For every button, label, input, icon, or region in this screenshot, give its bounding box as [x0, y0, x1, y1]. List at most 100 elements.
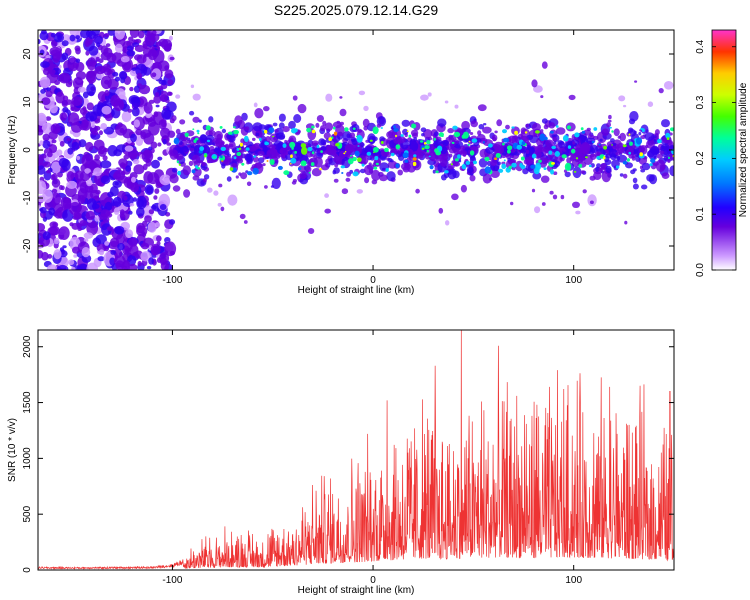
spectrogram-cell [380, 127, 383, 129]
spectrogram-cell [223, 150, 230, 156]
spectrogram-cell [278, 113, 286, 122]
spectrogram-cell [307, 147, 313, 152]
spectrogram-cell [38, 223, 46, 232]
spectrogram-cell [148, 146, 153, 151]
spectrogram-cell [623, 104, 627, 108]
spectrogram-cell [412, 157, 417, 161]
spectrogram-cell [45, 116, 52, 121]
spectrogram-cell [183, 137, 188, 142]
spectrogram-cell [107, 191, 114, 198]
spectrogram-cell [452, 170, 460, 179]
spectrogram-cell [451, 160, 457, 165]
spectrogram-cell [553, 141, 557, 145]
spectrogram-cell [288, 120, 296, 130]
spectrogram-cell [502, 137, 510, 143]
spectrogram-cell [632, 183, 639, 190]
spectrogram-cell [426, 140, 431, 145]
spectrogram-cell [539, 133, 546, 141]
spectrogram-cell [590, 163, 595, 168]
spectrogram-cell [316, 144, 320, 149]
spectrogram-cell [133, 164, 145, 175]
spectrogram-cell [558, 141, 566, 149]
spectrogram-cell [568, 94, 576, 101]
spectrogram-cell [659, 150, 665, 155]
spectrogram-cell [531, 153, 537, 159]
spectrogram-cell [445, 220, 450, 226]
spectrogram-cell [51, 188, 58, 193]
spectrogram-cell [110, 250, 116, 255]
spectrogram-cell [113, 207, 120, 215]
spectrogram-cell [364, 177, 370, 184]
spectrogram-cell [578, 163, 583, 168]
spectrogram-cell [56, 264, 69, 270]
spectrogram-cell [344, 150, 347, 153]
spectrogram-cell [79, 220, 88, 227]
spectrogram-cell [298, 165, 307, 173]
spectrogram-cell [376, 123, 382, 128]
x-tick-label: -100 [162, 275, 182, 286]
spectrogram-cell [525, 159, 532, 166]
y-tick-label: 10 [22, 96, 33, 108]
spectrogram-cell [128, 237, 138, 247]
spectrogram-cell [587, 194, 597, 207]
spectrogram-cell [553, 171, 558, 175]
spectrogram-cell [193, 139, 197, 144]
spectrogram-cell [534, 206, 541, 214]
spectrogram-cell [144, 215, 152, 223]
colorbar-tick-label: 0.1 [695, 207, 706, 221]
spectrogram-cell [471, 138, 478, 143]
spectrogram-cell [239, 213, 246, 220]
spectrogram-cell [603, 145, 607, 150]
spectrogram-cell [615, 165, 620, 169]
spectrogram-cell [617, 154, 628, 163]
spectrogram-cell [163, 110, 174, 120]
y-tick-label: -10 [22, 190, 33, 205]
spectrogram-cell [221, 128, 227, 134]
spectrogram-cell [310, 162, 315, 167]
spectrogram-cell [135, 136, 144, 146]
spectrogram-cell [320, 150, 323, 153]
spectrogram-cell [366, 151, 372, 156]
spectrogram-cell [140, 129, 152, 139]
spectrogram-cell [416, 152, 421, 157]
spectrogram-cell [402, 128, 409, 135]
spectrogram-cell [307, 162, 311, 167]
spectrogram-cell [107, 30, 116, 36]
spectrogram-cell [650, 158, 656, 164]
spectrogram-cell [356, 135, 363, 143]
spectrogram-cell [541, 61, 548, 69]
y-tick-label: 1500 [22, 391, 33, 414]
spectrogram-cell [572, 201, 580, 208]
spectrogram-cell [157, 156, 163, 161]
spectrogram-cell [190, 145, 195, 149]
spectrogram-cell [438, 207, 444, 214]
spectrogram-cell [443, 171, 450, 179]
spectrogram-cell [132, 67, 136, 71]
snr-frame [37, 329, 675, 571]
spectrogram-cell [270, 185, 274, 188]
spectrogram-cell [363, 105, 369, 112]
y-tick-label: 2000 [22, 335, 33, 358]
spectrogram-cell [335, 143, 340, 147]
spectrogram-cell [609, 126, 612, 129]
spectrogram-cell [467, 143, 470, 146]
spectrogram-cell [241, 112, 248, 121]
spectrogram-cell [443, 139, 449, 147]
spectrogram-cell [233, 126, 236, 129]
spectrogram-cell [287, 150, 293, 155]
spectrogram-cell [142, 205, 154, 219]
spectrogram-cell [473, 160, 477, 165]
spectrogram-cell [151, 205, 157, 210]
spectrogram-cell [290, 157, 297, 164]
y-tick-label: 20 [22, 48, 33, 60]
spectrogram-cell [51, 139, 57, 144]
spectrogram-cell [502, 129, 507, 134]
spectrogram-cell [289, 163, 292, 165]
spectrogram-cell [104, 33, 110, 38]
spectrogram-cell [428, 155, 431, 158]
spectrogram-cell [205, 125, 211, 131]
spectrogram-cell [373, 146, 379, 153]
spectrogram-cell [433, 137, 436, 141]
spectrogram-cell [257, 148, 261, 152]
